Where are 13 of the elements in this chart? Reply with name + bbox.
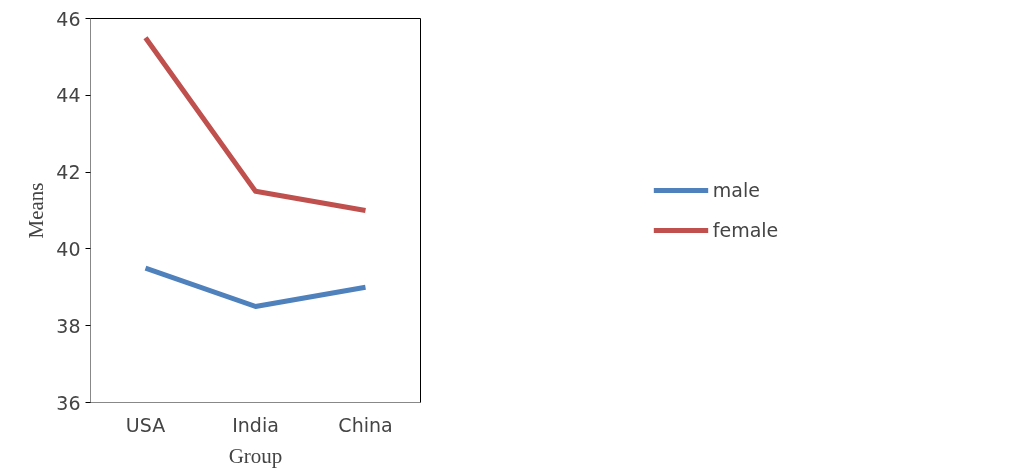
x-tick-label: India — [232, 413, 279, 436]
y-tick-label: 46 — [56, 7, 81, 30]
x-tick-label: China — [338, 413, 393, 436]
y-axis-title: Means — [24, 182, 49, 239]
legend-label: male — [712, 179, 760, 201]
y-tick-label: 40 — [56, 237, 81, 260]
x-tick-label: USA — [125, 413, 166, 436]
legend-label: female — [712, 219, 779, 241]
y-tick-label: 36 — [56, 391, 81, 414]
y-tick-label: 42 — [56, 161, 81, 184]
x-axis-title: Group — [228, 443, 283, 468]
y-tick-label: 44 — [56, 84, 81, 107]
y-tick-label: 38 — [56, 314, 81, 337]
